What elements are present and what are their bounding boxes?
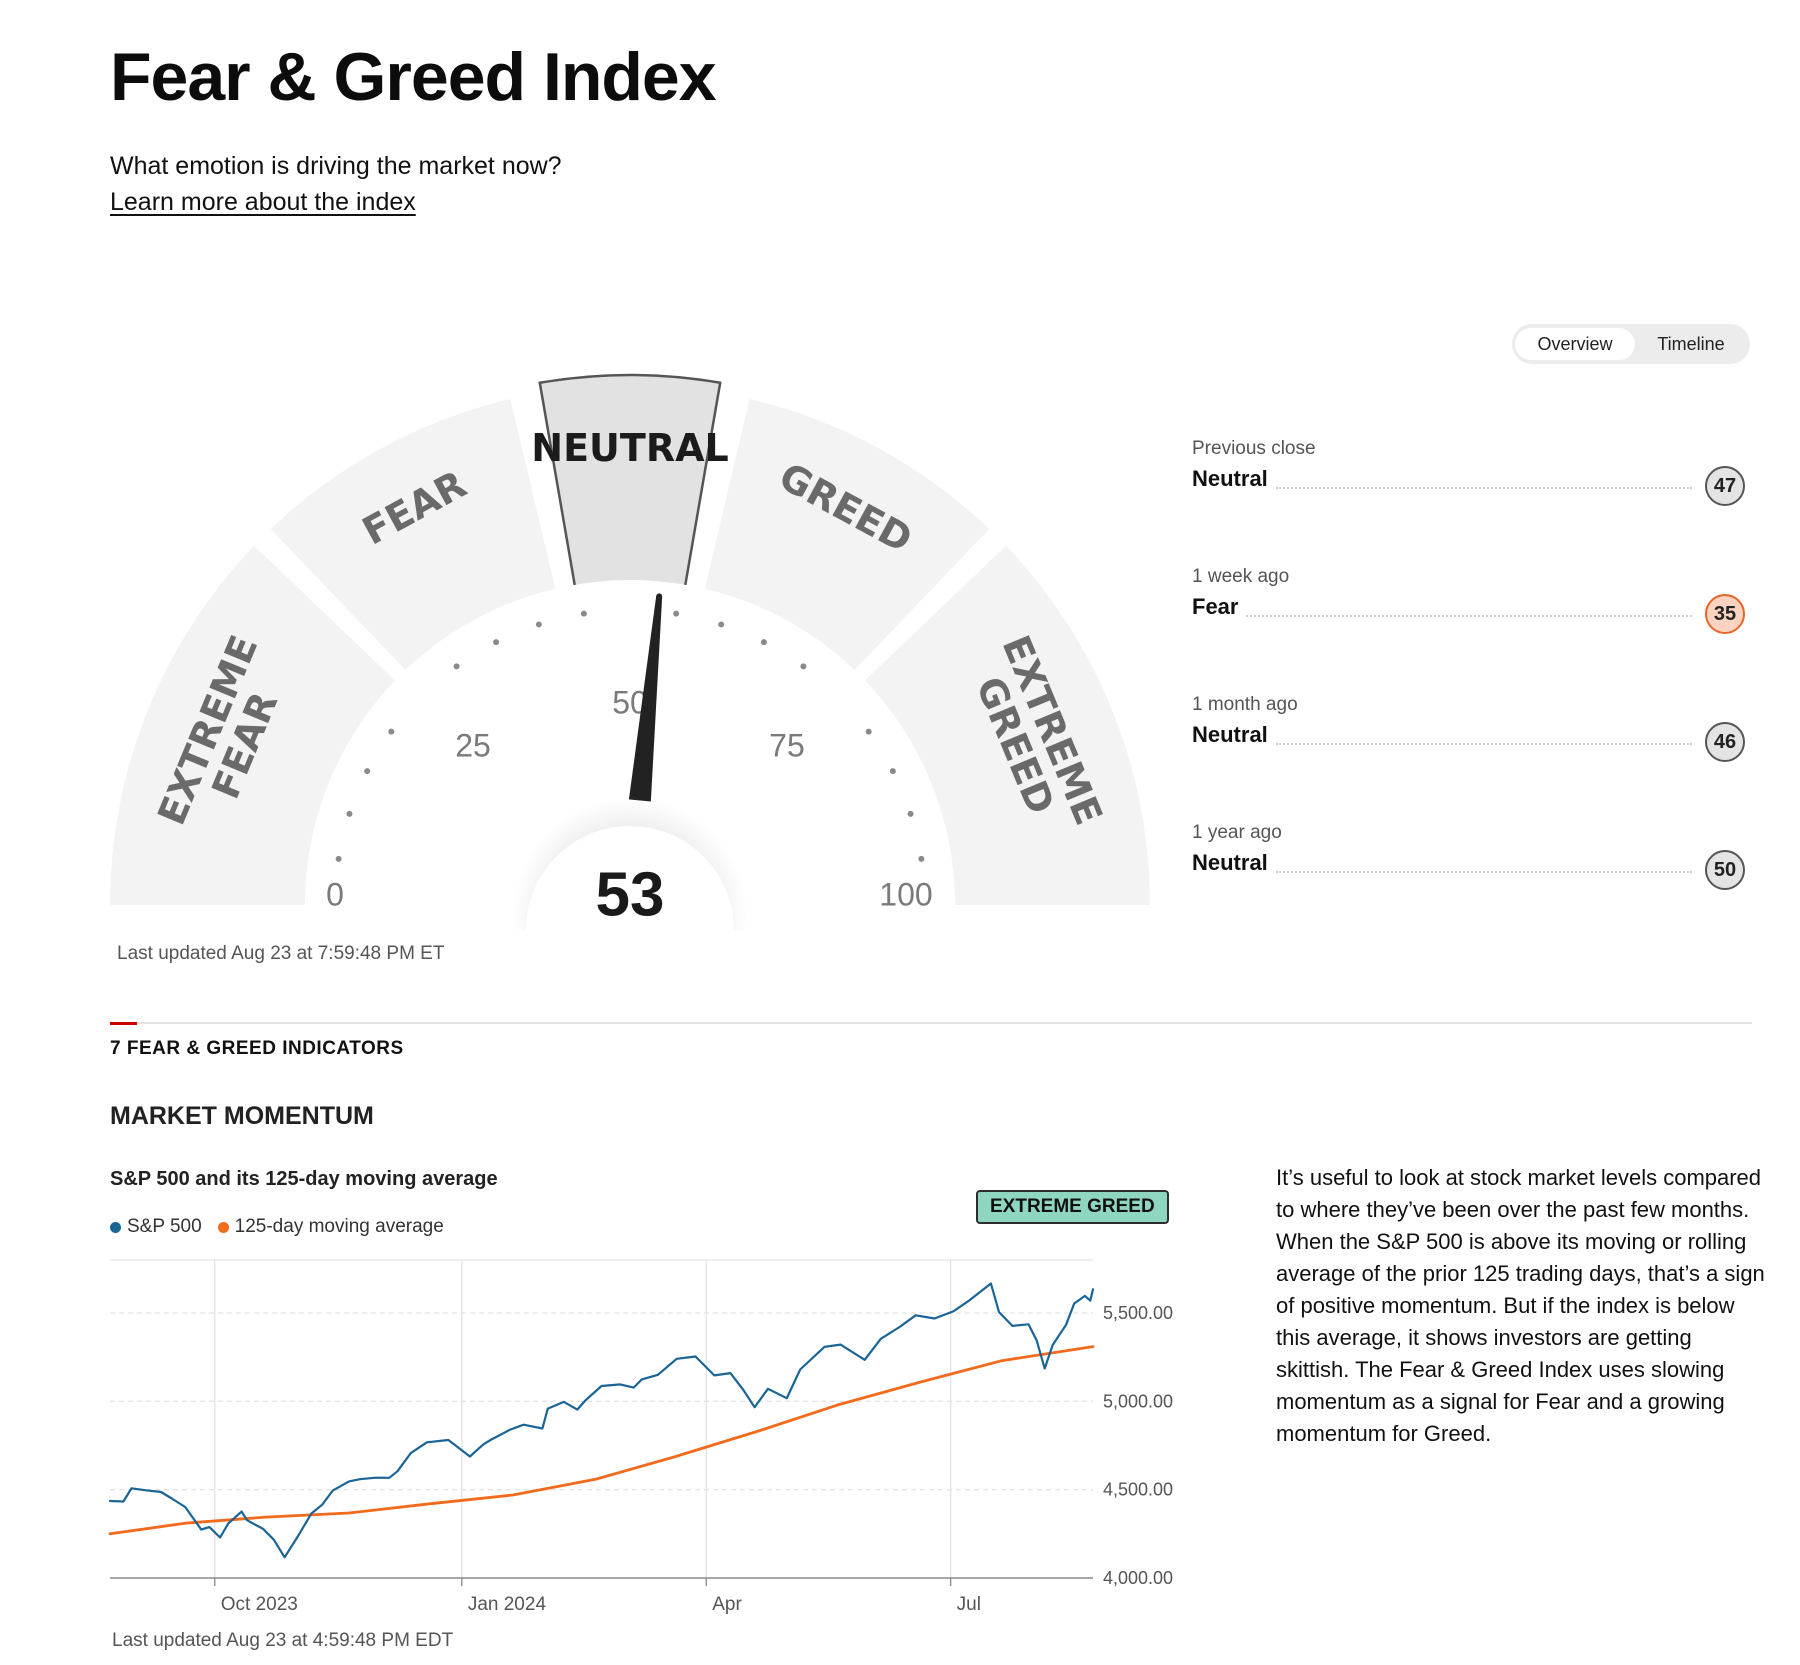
x-tick-label: Jan 2024 — [468, 1594, 547, 1615]
x-tick-label: Apr — [712, 1594, 742, 1615]
zone-extreme-greed — [864, 545, 1150, 905]
gauge-tick-dot — [760, 639, 767, 646]
indicators-heading: 7 FEAR & GREED INDICATORS — [110, 1038, 404, 1059]
history-score-badge: 46 — [1705, 722, 1745, 762]
gauge-needle-tip — [656, 593, 663, 600]
gauge-tick-label: 100 — [879, 876, 932, 912]
history-row-1-month: 1 month ago Neutral 46 — [1192, 686, 1750, 814]
gauge-tick-dot — [346, 810, 353, 817]
zone-label: NEUTRAL — [531, 426, 728, 470]
y-tick-label: 4,000.00 — [1103, 1568, 1173, 1588]
y-tick-label: 5,000.00 — [1103, 1391, 1173, 1411]
y-tick-label: 4,500.00 — [1103, 1480, 1173, 1500]
gauge-tick-dot — [918, 855, 925, 862]
gauge-tick-dot — [800, 663, 807, 670]
gauge-tick-dot — [865, 728, 872, 735]
gauge-tick-label: 0 — [326, 876, 344, 912]
momentum-description: It’s useful to look at stock market leve… — [1276, 1165, 1765, 1446]
history-when: 1 year ago — [1192, 822, 1282, 843]
gauge-tick-dot — [718, 621, 725, 628]
chart-legend: S&P 500 125-day moving average — [110, 1216, 444, 1238]
chart-last-updated: Last updated Aug 23 at 4:59:48 PM EDT — [112, 1630, 454, 1651]
x-tick-label: Jul — [957, 1594, 981, 1615]
gauge-tick-dot — [335, 855, 342, 862]
zone-fear — [270, 398, 556, 671]
gauge-last-updated: Last updated Aug 23 at 7:59:48 PM ET — [117, 943, 445, 964]
history-score-badge: 50 — [1705, 850, 1745, 890]
history-leader-line — [1276, 487, 1692, 489]
momentum-status-badge: EXTREME GREED — [976, 1190, 1169, 1224]
legend-label: S&P 500 — [127, 1216, 202, 1237]
overview-tab[interactable]: Overview — [1515, 328, 1635, 360]
legend-label: 125-day moving average — [234, 1216, 444, 1237]
view-toggle: Overview Timeline — [1512, 324, 1750, 364]
history-when: 1 week ago — [1192, 566, 1290, 587]
legend-dot-sp500 — [110, 1221, 121, 1233]
learn-more-link[interactable]: Learn more about the index — [110, 188, 416, 216]
page-subtitle: What emotion is driving the market now? — [110, 152, 562, 180]
zone-extreme-fear — [110, 545, 396, 905]
history-leader-line — [1276, 871, 1692, 873]
gauge-tick-dot — [388, 728, 395, 735]
history-row-previous-close: Previous close Neutral 47 — [1192, 430, 1750, 558]
gauge-value: 53 — [596, 860, 665, 929]
section-accent-bar — [110, 1022, 137, 1025]
gauge-tick-dot — [493, 639, 500, 646]
gauge-tick-dot — [453, 663, 460, 670]
history-when: 1 month ago — [1192, 694, 1298, 715]
section-divider — [110, 1022, 1752, 1024]
history-list: Previous close Neutral 47 1 week ago Fea… — [1192, 430, 1750, 942]
gauge-hub — [526, 826, 734, 930]
moving-average-line — [108, 1345, 1095, 1536]
gauge-tick-dot — [889, 768, 896, 775]
gauge-tick-dot — [907, 810, 914, 817]
fear-greed-gauge: EXTREMEFEARFEARNEUTRALGREEDEXTREMEGREED0… — [110, 373, 1150, 930]
gauge-tick-dot — [364, 768, 371, 775]
gauge-tick-dot — [535, 621, 542, 628]
history-rating: Fear — [1192, 594, 1239, 619]
gauge-face — [305, 580, 955, 905]
zone-greed — [704, 398, 990, 671]
gauge-tick-dot — [580, 610, 587, 617]
gauge-tick-label: 25 — [455, 727, 491, 763]
history-when: Previous close — [1192, 438, 1316, 459]
history-score-badge: 35 — [1705, 594, 1745, 634]
history-rating: Neutral — [1192, 466, 1268, 491]
gauge-tick-dot — [673, 610, 680, 617]
gauge-tick-label: 75 — [769, 727, 805, 763]
timeline-tab[interactable]: Timeline — [1657, 333, 1725, 354]
history-rating: Neutral — [1192, 850, 1268, 875]
zone-neutral-active — [538, 373, 722, 592]
history-leader-line — [1246, 615, 1692, 617]
market-momentum-heading: MARKET MOMENTUM — [110, 1102, 374, 1130]
history-rating: Neutral — [1192, 722, 1268, 747]
legend-dot-moving-average — [217, 1221, 229, 1233]
sp500-line — [108, 1282, 1095, 1559]
history-leader-line — [1276, 743, 1692, 745]
chart-title: S&P 500 and its 125-day moving average — [110, 1168, 498, 1190]
history-score-badge: 47 — [1705, 466, 1745, 506]
legend-item-moving-average[interactable]: 125-day moving average — [217, 1216, 444, 1238]
gauge-needle — [628, 596, 663, 802]
legend-item-sp500[interactable]: S&P 500 — [110, 1216, 202, 1238]
history-row-1-year: 1 year ago Neutral 50 — [1192, 814, 1750, 942]
x-tick-label: Oct 2023 — [221, 1594, 298, 1615]
page-title: Fear & Greed Index — [110, 39, 717, 115]
history-row-1-week: 1 week ago Fear 35 — [1192, 558, 1750, 686]
y-tick-label: 5,500.00 — [1103, 1303, 1173, 1323]
momentum-line-chart: 4,000.00 4,500.00 5,000.00 5,500.00 Oct 2023… — [108, 1259, 1173, 1615]
